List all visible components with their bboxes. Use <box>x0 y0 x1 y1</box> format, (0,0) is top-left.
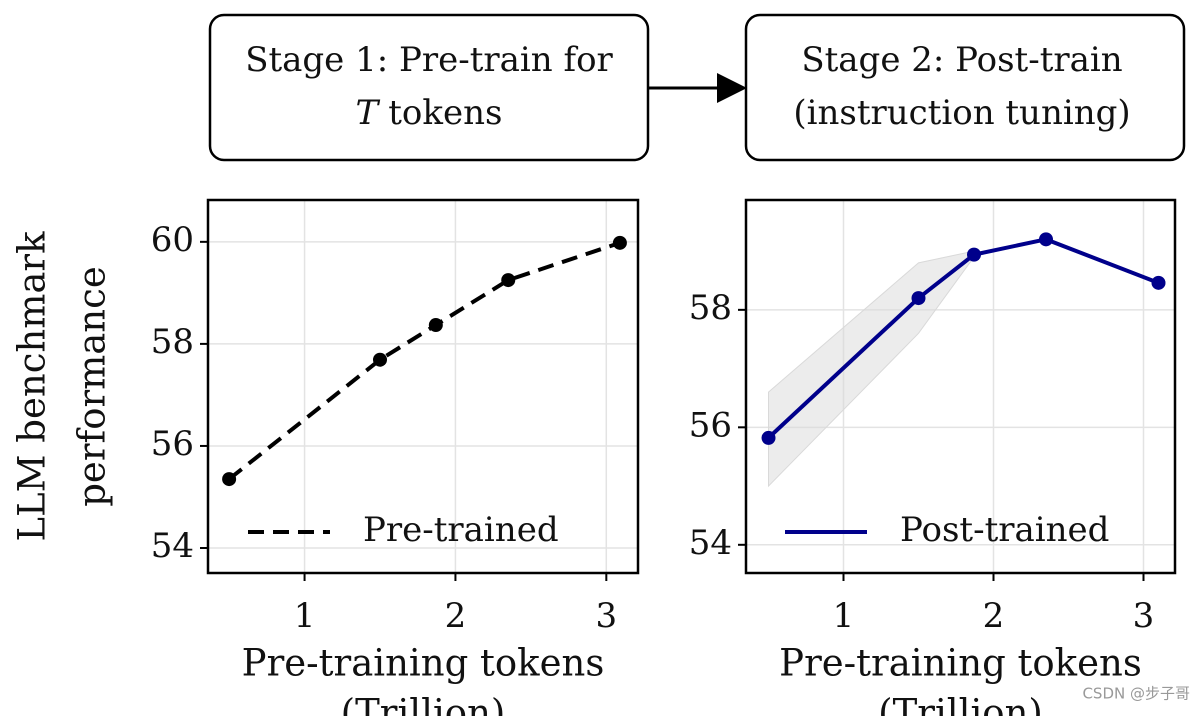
stage-box <box>744 13 1186 162</box>
stage-text: Stage 1: Pre-train for <box>245 40 613 80</box>
y-tick-label: 58 <box>151 322 194 362</box>
point <box>761 430 776 445</box>
x-tick-label: 1 <box>294 596 316 636</box>
stage-text: (instruction tuning) <box>793 93 1130 133</box>
point <box>967 247 981 262</box>
point <box>911 291 926 306</box>
point <box>373 352 387 367</box>
y-tick-label: 54 <box>151 526 194 566</box>
point <box>222 472 237 487</box>
y-tick-label: 56 <box>151 424 194 464</box>
point <box>428 318 443 333</box>
x-tick-label: 1 <box>833 596 855 636</box>
point <box>612 235 627 250</box>
stage-box <box>208 13 650 162</box>
stage-text-italic: T <box>356 93 381 133</box>
y-tick-label: 60 <box>151 220 194 260</box>
x-axis-label: (Trillion) <box>878 692 1043 716</box>
y-tick-label: 54 <box>689 523 732 563</box>
plot-frame <box>744 198 1177 575</box>
line <box>227 240 621 481</box>
y-tick-label: 56 <box>689 405 732 445</box>
y-axis-label: performance <box>71 266 114 507</box>
x-axis-label: Pre-training tokens <box>779 642 1142 685</box>
y-tick-label: 58 <box>689 288 732 328</box>
point <box>1151 275 1166 290</box>
x-tick-label: 3 <box>595 596 617 636</box>
y-axis-label: LLM benchmark <box>11 231 54 542</box>
point <box>1039 232 1053 247</box>
x-axis-label: Pre-training tokens <box>242 642 605 685</box>
stage-text-rest: tokens <box>388 93 502 133</box>
legend-label: Pre-trained <box>363 510 559 550</box>
watermark: CSDN @步子哥 <box>1082 685 1190 703</box>
x-tick-label: 2 <box>445 596 467 636</box>
point <box>501 273 516 288</box>
x-tick-label: 3 <box>1133 596 1155 636</box>
stage-text: Stage 2: Post-train <box>801 40 1122 80</box>
confidence-band <box>768 250 975 488</box>
plot-frame <box>206 198 640 575</box>
x-tick-label: 2 <box>983 596 1005 636</box>
legend-label: Post-trained <box>900 510 1109 550</box>
x-axis-label: (Trillion) <box>341 692 506 716</box>
